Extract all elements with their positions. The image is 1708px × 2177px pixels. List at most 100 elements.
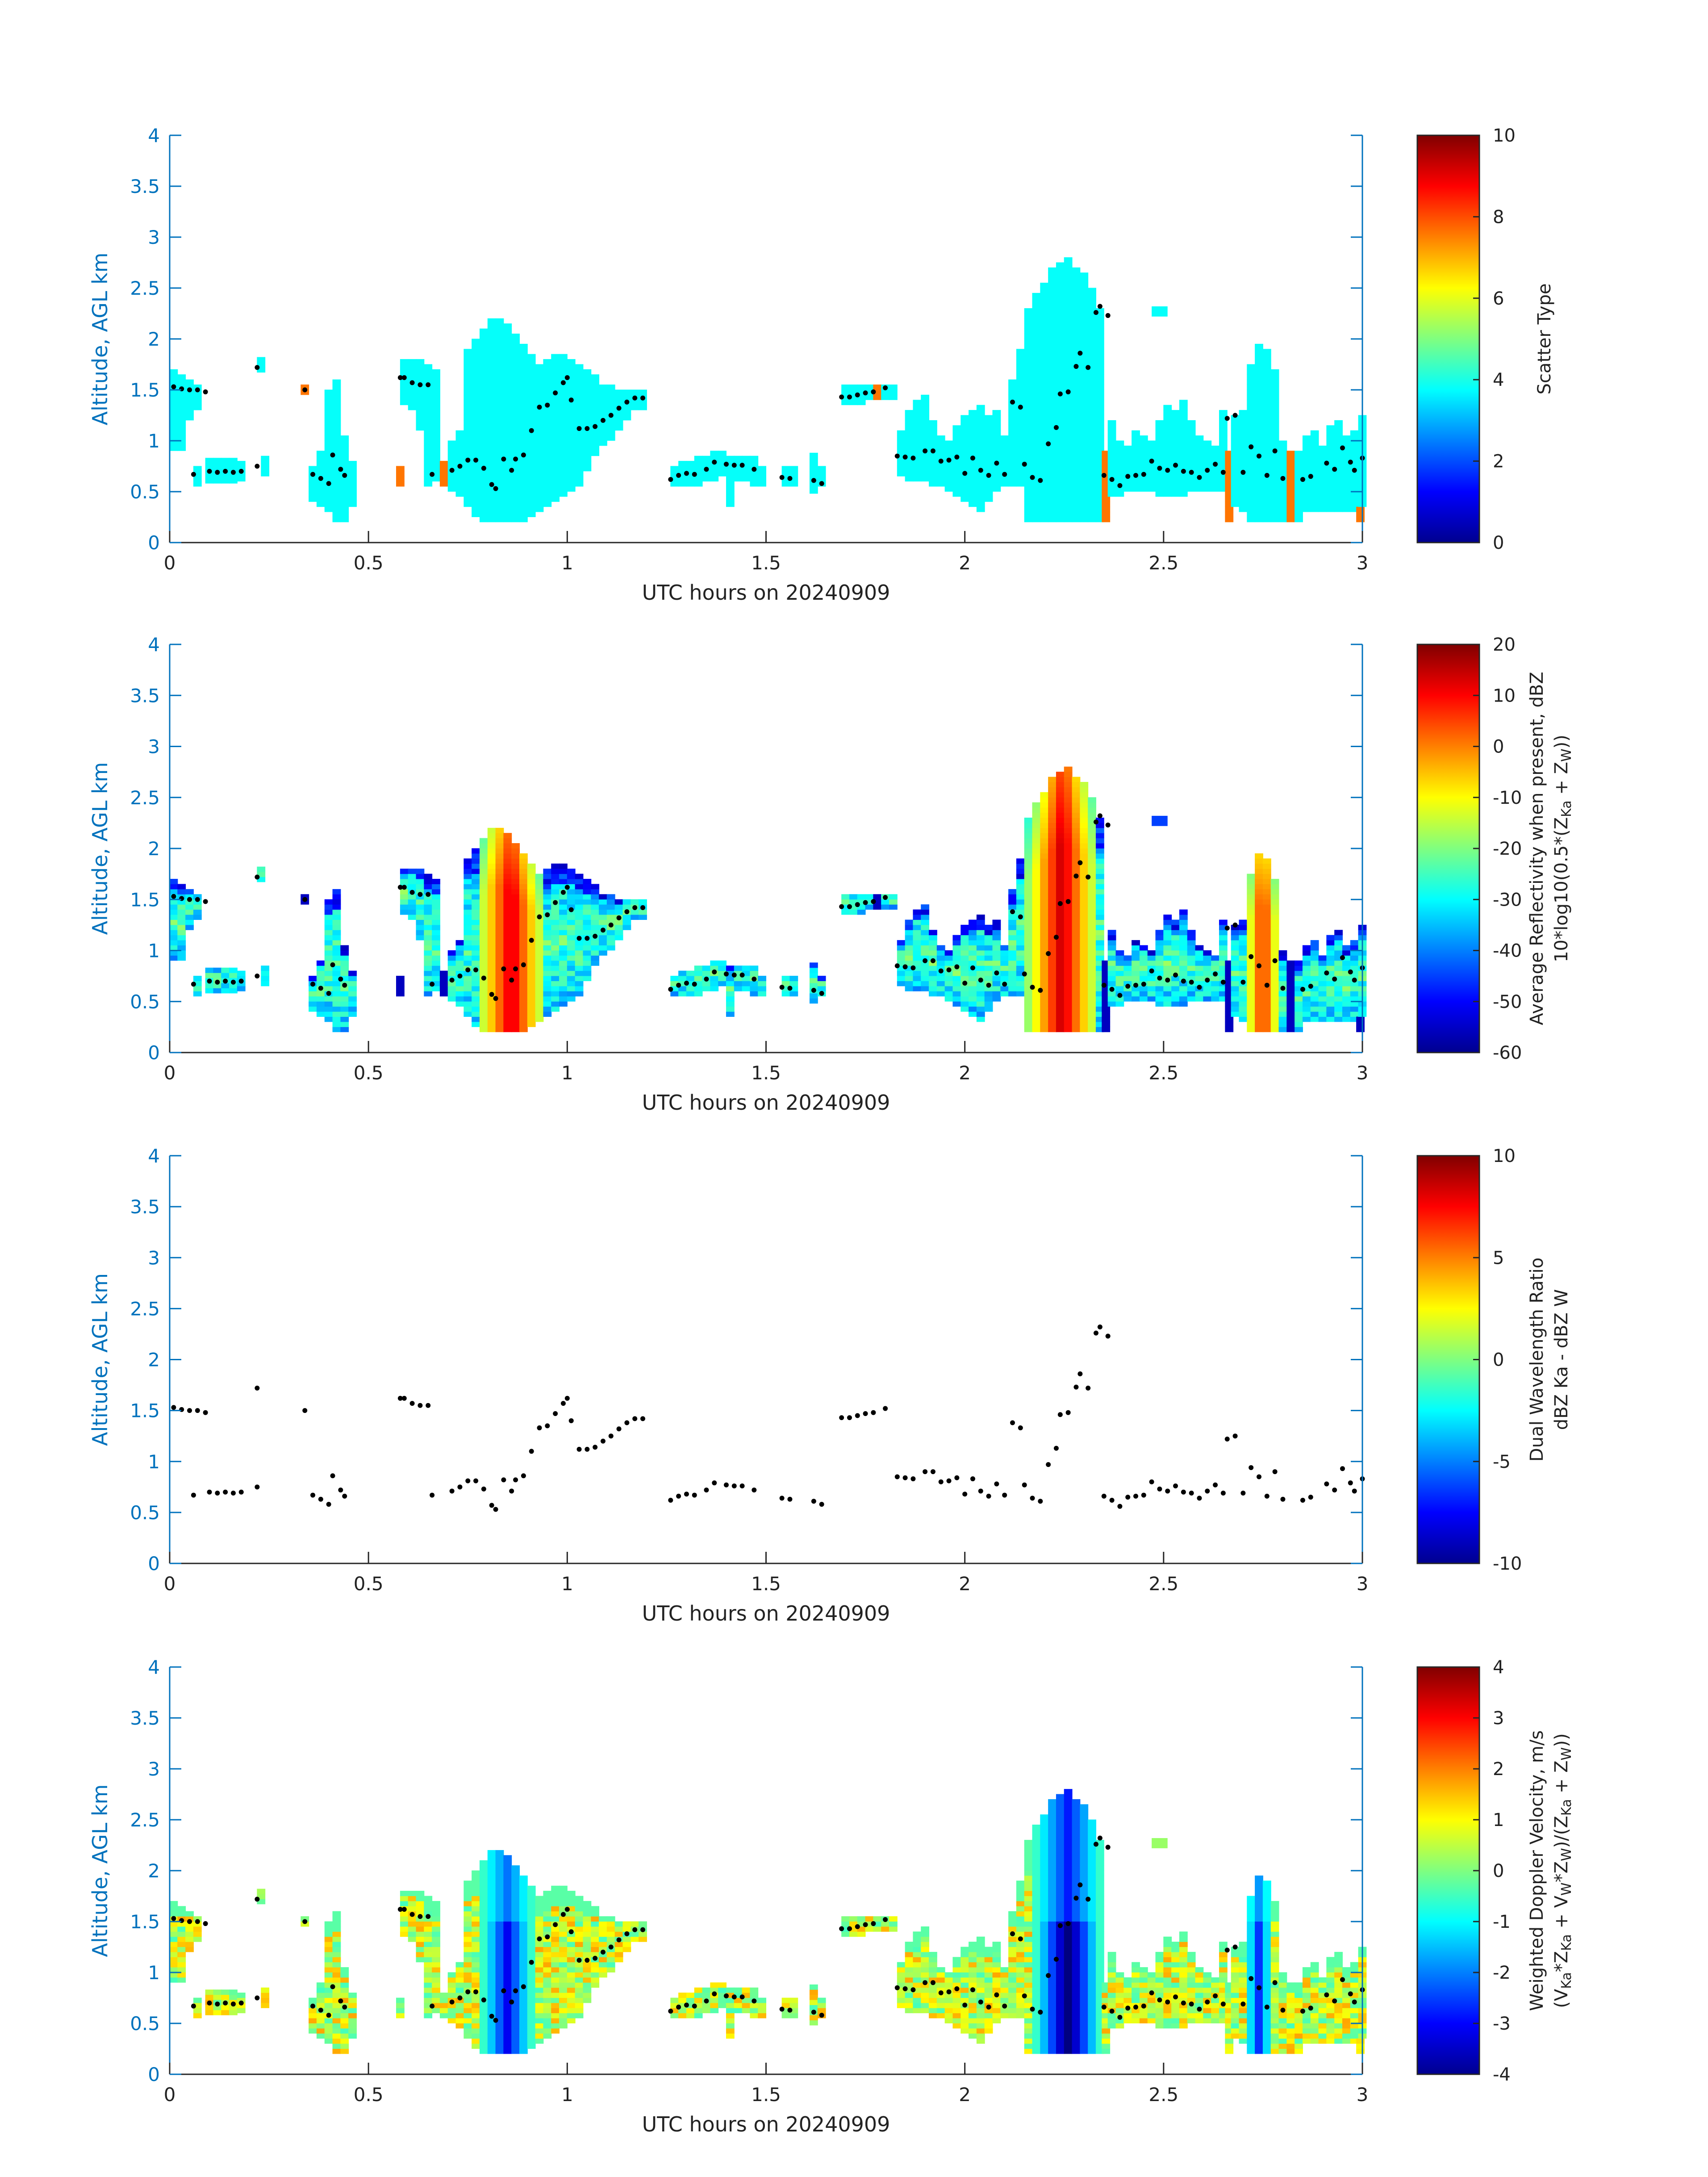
y-tick-label: 2 (148, 838, 160, 860)
data-cell (559, 869, 568, 874)
data-cell (472, 405, 480, 410)
data-cell (169, 935, 178, 940)
data-cell (535, 904, 544, 910)
cloud-base-point (418, 892, 423, 897)
data-cell (1024, 853, 1033, 859)
data-cell (583, 445, 592, 451)
data-cell (1080, 899, 1089, 905)
data-cell (583, 415, 592, 421)
data-cell (487, 904, 496, 910)
data-cell (1024, 1001, 1033, 1007)
cloud-base-point (238, 1489, 244, 1495)
data-cell (324, 981, 333, 986)
data-cell (1107, 981, 1116, 986)
data-cell (559, 405, 568, 410)
data-cell (1064, 451, 1073, 456)
data-cell (535, 884, 544, 890)
data-cell (1179, 991, 1188, 997)
data-cell (503, 476, 512, 482)
data-cell (1211, 471, 1219, 476)
data-cell (213, 478, 222, 484)
data-cell (718, 466, 727, 472)
cloud-base-point (871, 899, 876, 904)
data-cell (1310, 945, 1319, 951)
data-cell (1080, 354, 1089, 359)
cloud-base-point (223, 468, 228, 474)
data-cell (1132, 950, 1140, 956)
data-cell (1000, 945, 1009, 951)
data-cell (1072, 812, 1081, 818)
data-cell (726, 976, 735, 982)
data-cell (464, 476, 472, 482)
data-cell (976, 451, 985, 456)
data-cell (992, 415, 1001, 421)
data-cell (1342, 486, 1351, 492)
data-cell (1155, 491, 1164, 497)
data-cell (1295, 1001, 1303, 1007)
data-cell (1040, 797, 1049, 803)
data-cell (332, 476, 341, 482)
data-cell (1139, 461, 1148, 466)
data-cell (583, 930, 592, 936)
data-cell (1247, 405, 1256, 410)
data-cell (1302, 496, 1311, 502)
data-cell (865, 899, 874, 905)
data-cell (1064, 471, 1073, 476)
data-cell (464, 863, 472, 869)
cloud-base-point (910, 455, 916, 461)
data-cell (1040, 451, 1049, 456)
data-cell (969, 940, 977, 946)
data-cell (1219, 440, 1228, 446)
data-cell (332, 481, 341, 487)
data-cell (472, 445, 480, 451)
data-cell (1016, 364, 1025, 370)
data-cell (432, 415, 440, 421)
data-cell (1072, 359, 1081, 364)
data-cell (1342, 970, 1351, 976)
data-cell (1107, 960, 1116, 966)
data-cell (527, 425, 536, 431)
cloud-base-point (255, 874, 260, 880)
data-cell (1278, 501, 1287, 507)
data-cell (472, 410, 480, 415)
data-cell (1088, 343, 1096, 349)
data-cell (487, 879, 496, 884)
data-cell (495, 843, 504, 848)
data-cell (1326, 960, 1335, 966)
data-cell (1016, 471, 1025, 476)
data-cell (1064, 359, 1073, 364)
data-cell (1032, 405, 1041, 410)
data-cell (527, 379, 536, 385)
data-cell (1147, 986, 1156, 991)
data-cell (535, 986, 544, 991)
data-cell (503, 848, 512, 854)
data-cell (495, 379, 504, 385)
data-cell (535, 873, 544, 879)
data-cell (1064, 889, 1073, 894)
cloud-base-point (179, 386, 184, 392)
data-cell (758, 986, 766, 991)
data-field (169, 766, 1367, 1032)
data-cell (1102, 481, 1111, 487)
data-cell (472, 1006, 480, 1012)
data-cell (1270, 899, 1279, 905)
data-cell (479, 374, 488, 380)
data-cell (1024, 986, 1033, 991)
y-tick-label: 2 (148, 328, 160, 350)
data-cell (447, 440, 456, 446)
data-cell (177, 945, 186, 951)
data-cell (503, 950, 512, 956)
data-cell (1225, 491, 1234, 497)
cloud-base-point (537, 405, 542, 410)
data-cell (929, 950, 937, 956)
data-cell (929, 940, 937, 946)
data-cell (1048, 960, 1057, 966)
data-cell (348, 501, 357, 507)
data-cell (789, 466, 798, 472)
colorbar-tick-label: 10 (1493, 125, 1516, 146)
cloud-base-point (938, 968, 944, 974)
data-cell (1032, 833, 1041, 839)
data-cell (992, 996, 1001, 1002)
data-cell (519, 496, 528, 502)
data-cell (1115, 981, 1124, 986)
